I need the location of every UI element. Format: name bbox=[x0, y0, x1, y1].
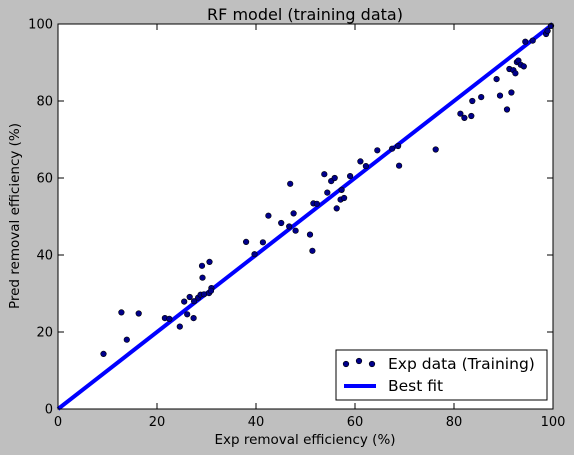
data-point bbox=[207, 287, 215, 294]
data-point bbox=[292, 227, 299, 234]
x-tick-label: 0 bbox=[54, 415, 62, 430]
legend-label-best-fit: Best fit bbox=[388, 377, 443, 395]
data-point bbox=[457, 110, 464, 117]
y-tick-label: 0 bbox=[45, 403, 53, 418]
data-point bbox=[357, 158, 364, 165]
legend-marker-dot bbox=[368, 360, 376, 368]
data-point bbox=[496, 92, 504, 99]
x-tick-label: 20 bbox=[149, 415, 166, 430]
chart-title: RF model (training data) bbox=[207, 5, 403, 24]
data-point bbox=[290, 210, 297, 217]
data-point bbox=[522, 38, 529, 45]
data-point bbox=[347, 173, 354, 180]
data-point bbox=[321, 171, 328, 178]
x-tick-label: 80 bbox=[446, 415, 463, 430]
data-point bbox=[166, 315, 173, 323]
data-point bbox=[251, 251, 258, 258]
y-tick-label: 40 bbox=[36, 249, 53, 264]
data-point bbox=[396, 162, 403, 169]
data-point bbox=[338, 186, 345, 193]
x-axis-label: Exp removal efficiency (%) bbox=[214, 432, 395, 448]
data-point bbox=[461, 114, 468, 121]
data-point bbox=[520, 63, 527, 70]
data-point bbox=[287, 180, 294, 187]
plot-frame bbox=[57, 23, 554, 410]
legend: Exp data (Training) Best fit bbox=[335, 349, 548, 401]
y-tick-label: 80 bbox=[36, 95, 53, 110]
y-tick-label: 100 bbox=[28, 18, 53, 33]
data-point bbox=[333, 205, 340, 212]
data-point bbox=[118, 309, 125, 316]
data-point bbox=[265, 212, 272, 219]
data-point bbox=[313, 200, 321, 207]
data-point bbox=[331, 174, 338, 182]
legend-marker-dot bbox=[355, 357, 363, 365]
data-point bbox=[493, 75, 500, 83]
data-point bbox=[199, 274, 206, 281]
legend-box bbox=[335, 349, 548, 401]
data-point bbox=[362, 163, 370, 170]
data-point bbox=[286, 223, 293, 230]
legend-marker-dot bbox=[342, 360, 350, 368]
series-layer bbox=[56, 22, 555, 411]
data-point bbox=[176, 323, 183, 330]
data-point bbox=[468, 112, 475, 120]
data-point bbox=[190, 315, 197, 322]
data-point bbox=[469, 97, 476, 105]
data-point bbox=[184, 311, 191, 318]
data-point bbox=[389, 145, 396, 152]
data-point bbox=[206, 258, 213, 266]
x-tick-label: 100 bbox=[541, 415, 566, 430]
data-point bbox=[309, 247, 316, 254]
data-point bbox=[529, 37, 536, 44]
data-point bbox=[432, 146, 439, 153]
data-point bbox=[544, 27, 551, 35]
data-point bbox=[181, 298, 188, 305]
data-point bbox=[259, 239, 267, 246]
legend-label-exp-data: Exp data (Training) bbox=[388, 355, 535, 373]
data-point bbox=[243, 238, 250, 245]
y-tick-label: 60 bbox=[36, 172, 53, 187]
x-tick-label: 40 bbox=[248, 415, 265, 430]
data-point bbox=[341, 194, 348, 202]
data-point bbox=[191, 298, 198, 305]
data-point bbox=[478, 93, 485, 101]
legend-scatter-marker bbox=[342, 357, 376, 368]
data-point bbox=[100, 350, 107, 358]
data-point bbox=[198, 262, 206, 269]
data-point bbox=[200, 291, 208, 298]
data-point bbox=[306, 231, 314, 238]
data-point bbox=[503, 106, 511, 113]
data-point bbox=[324, 189, 331, 196]
tick-layer: 0 20 40 60 80 100 0 20 40 60 80 100 bbox=[28, 18, 565, 431]
data-point bbox=[374, 147, 381, 154]
data-point bbox=[123, 336, 130, 343]
y-tick-label: 20 bbox=[36, 326, 53, 341]
data-point bbox=[508, 89, 515, 96]
x-tick-label: 60 bbox=[347, 415, 364, 430]
y-axis-label: Pred removal efficiency (%) bbox=[7, 123, 23, 309]
data-point bbox=[512, 70, 519, 77]
data-point bbox=[186, 293, 193, 301]
data-point bbox=[278, 219, 285, 227]
data-point bbox=[395, 142, 402, 150]
best-fit-line bbox=[56, 22, 555, 411]
data-point bbox=[135, 310, 142, 317]
